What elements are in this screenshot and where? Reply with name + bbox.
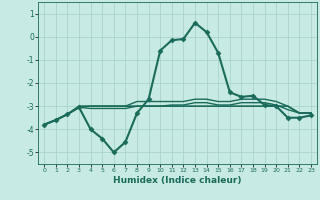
X-axis label: Humidex (Indice chaleur): Humidex (Indice chaleur) [113, 176, 242, 185]
